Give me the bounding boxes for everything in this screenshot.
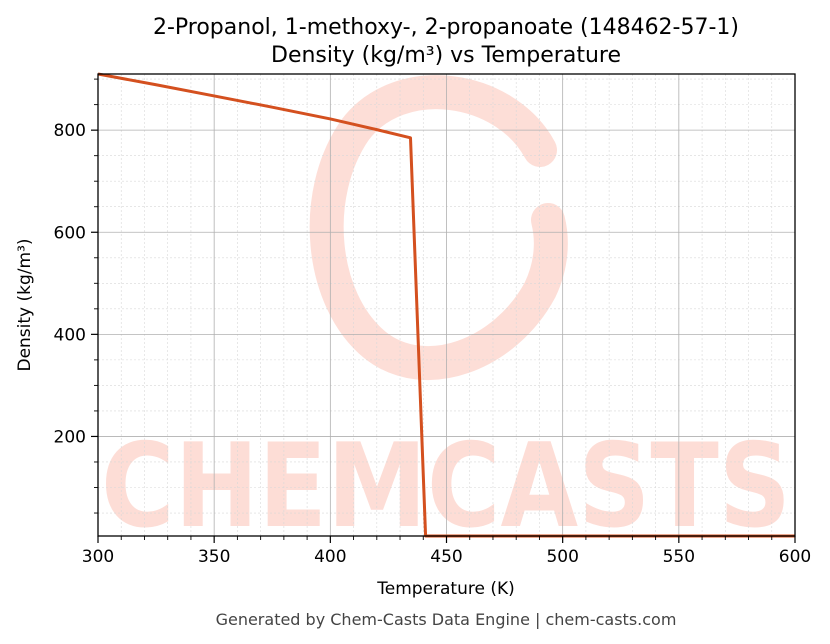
x-axis-label: Temperature (K) [376, 579, 515, 599]
y-tick-label: 600 [54, 223, 86, 243]
axis-ticks: 300 350 400 450 500 550 600 200 400 600 800 [54, 78, 811, 567]
y-axis-label: Density (kg/m³) [15, 238, 35, 371]
x-tick-label: 450 [430, 547, 462, 567]
y-tick-label: 800 [54, 121, 86, 141]
watermark: CHEMCASTS [101, 75, 791, 554]
footer-credit: Generated by Chem-Casts Data Engine | ch… [216, 610, 677, 629]
chart-subtitle: Density (kg/m³) vs Temperature [271, 43, 621, 68]
x-tick-label: 350 [198, 547, 230, 567]
y-tick-label: 200 [54, 427, 86, 447]
x-tick-label: 300 [82, 547, 114, 567]
y-tick-label: 400 [54, 325, 86, 345]
x-tick-label: 400 [314, 547, 346, 567]
x-tick-label: 600 [779, 547, 811, 567]
watermark-swirl [309, 75, 568, 380]
chart-title: 2-Propanol, 1-methoxy-, 2-propanoate (14… [153, 15, 739, 40]
watermark-text: CHEMCASTS [101, 419, 791, 554]
x-tick-label: 550 [663, 547, 695, 567]
x-tick-label: 500 [546, 547, 578, 567]
